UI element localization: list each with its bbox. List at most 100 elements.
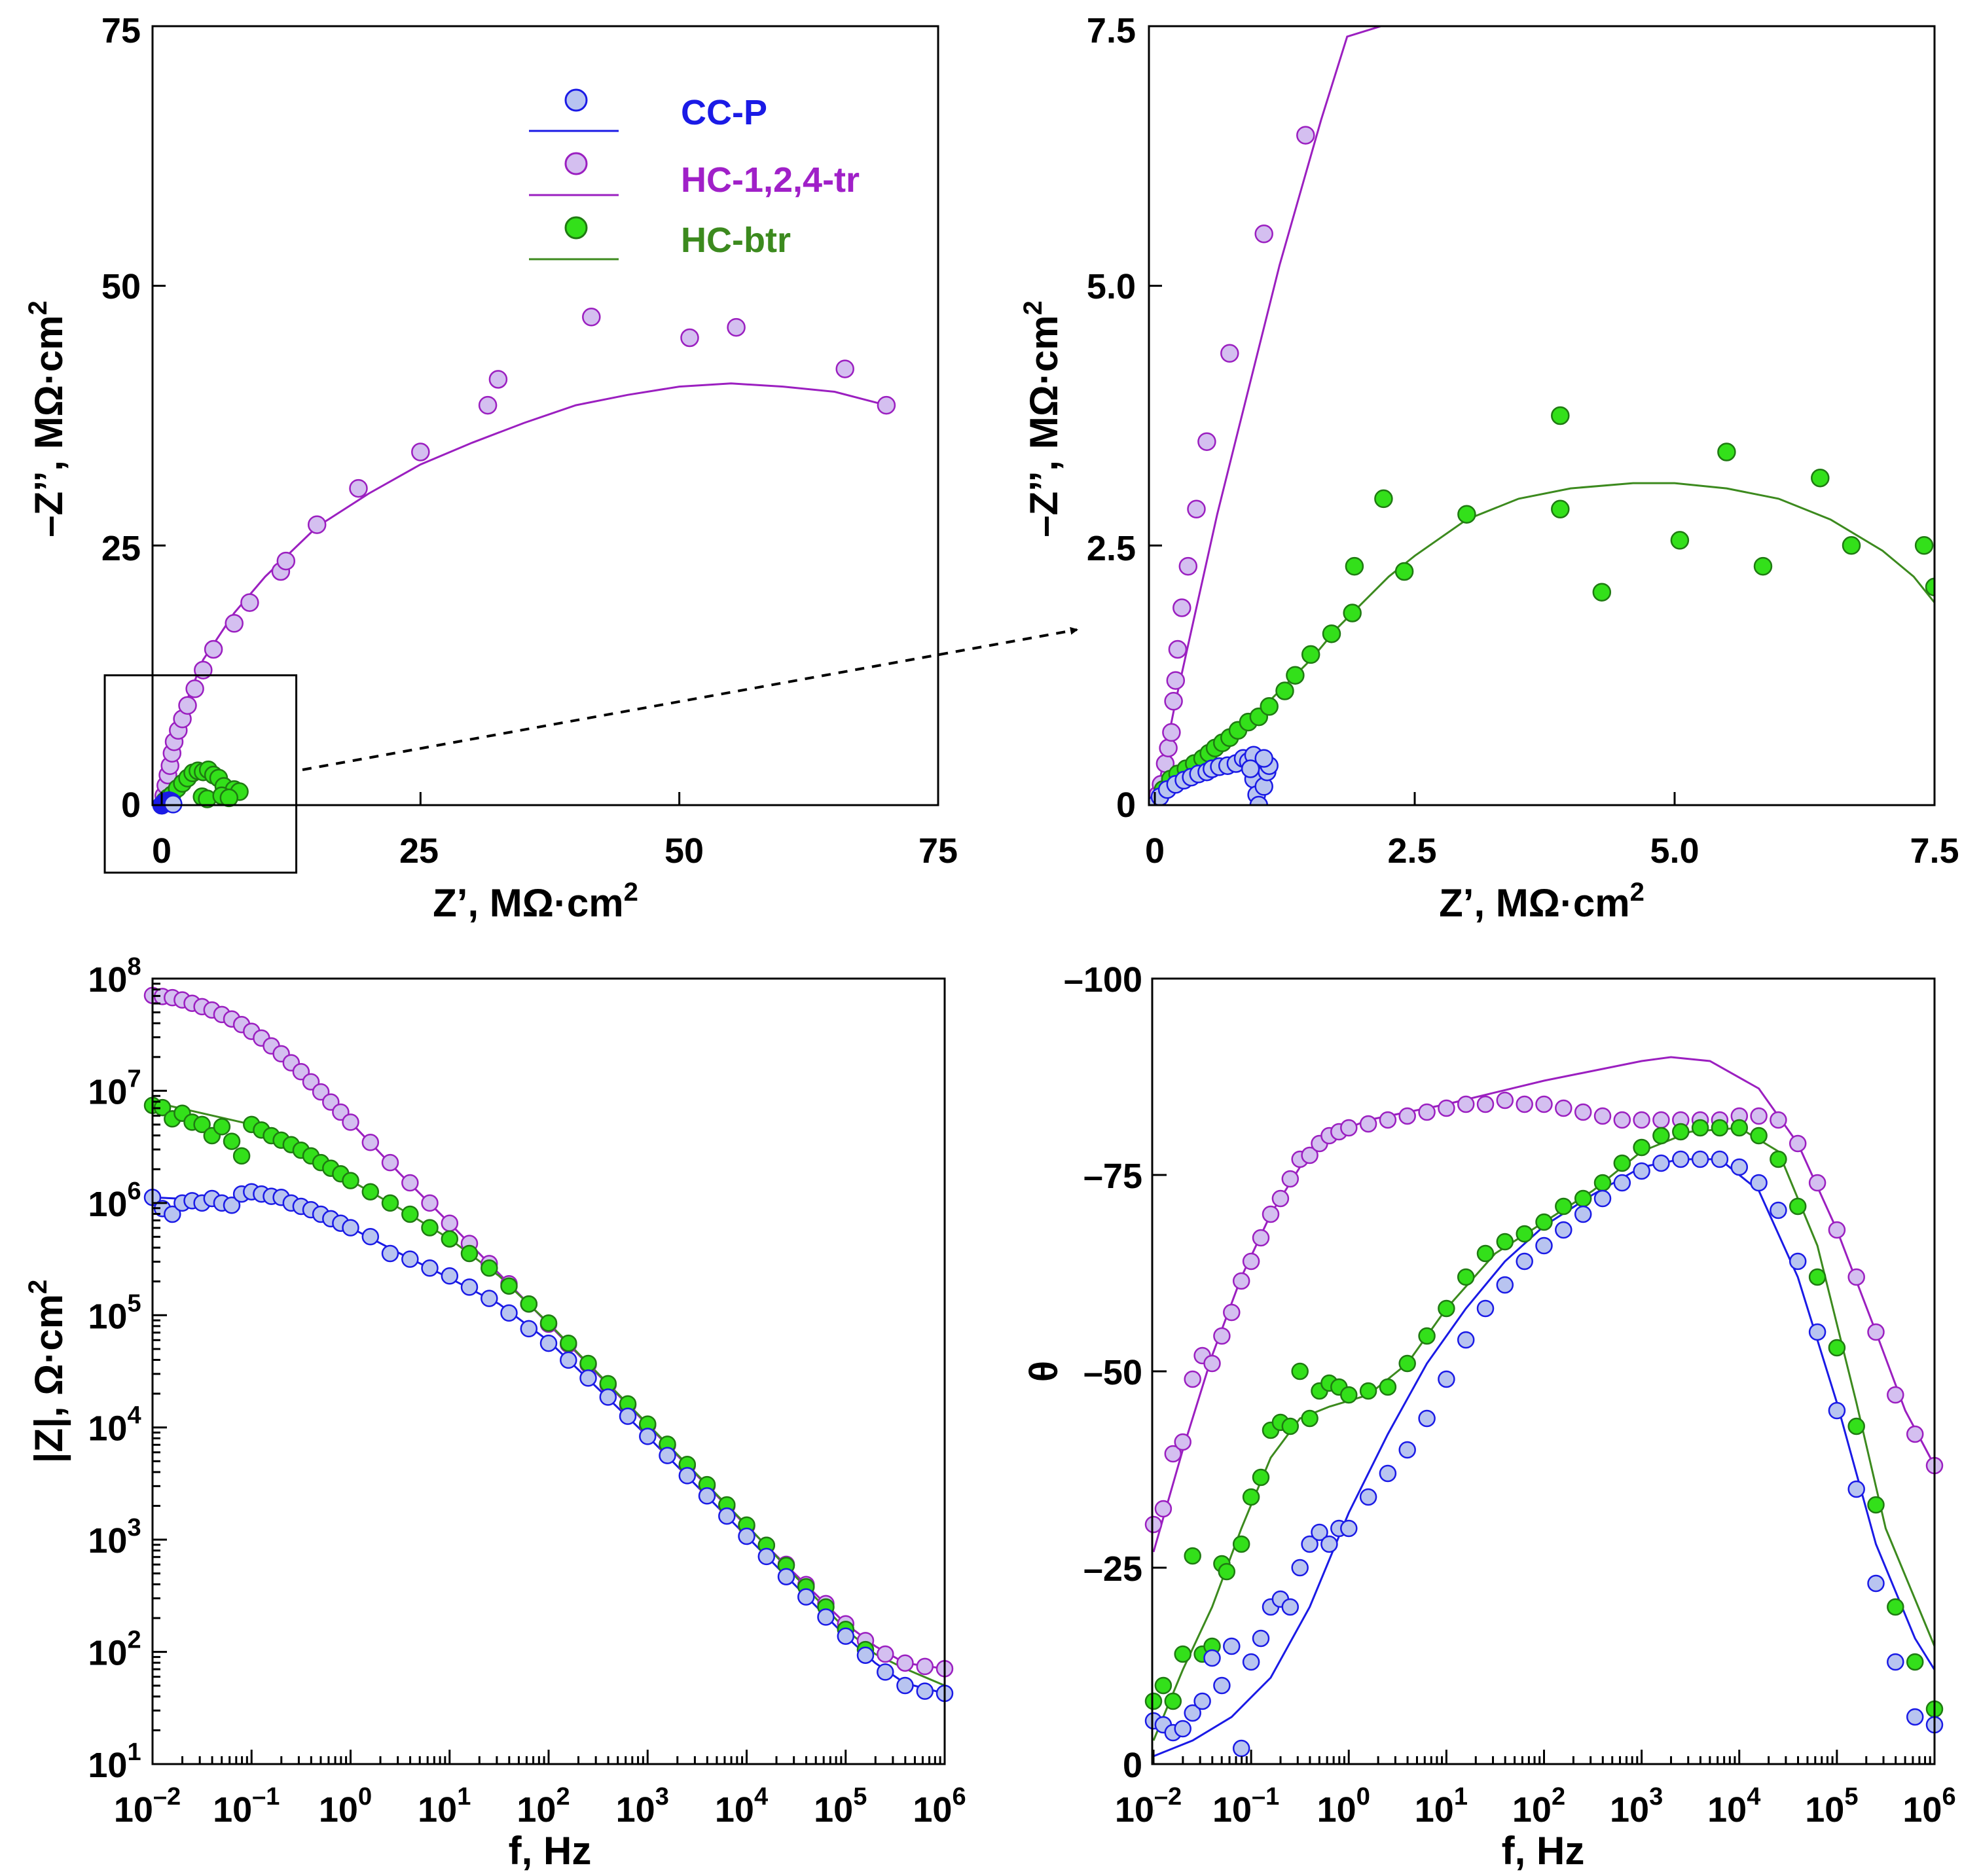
data-point-cc <box>164 795 183 814</box>
data-point-hc124 <box>1887 1386 1904 1404</box>
data-point-btr <box>1847 1417 1865 1435</box>
data-point-btr <box>1811 468 1830 488</box>
data-point-btr <box>1301 1409 1318 1428</box>
nyquist-zoom-xlabel: Z’, MΩ·cm2 <box>1439 878 1645 925</box>
data-point-btr <box>219 788 239 808</box>
data-point-cc <box>1252 1629 1270 1648</box>
nyquist-zoom-xtick-label: 0 <box>1145 831 1165 871</box>
data-point-btr <box>1925 577 1935 597</box>
data-point-cc <box>738 1527 755 1545</box>
data-point-cc <box>1476 1299 1495 1318</box>
data-point-btr <box>1828 1339 1846 1357</box>
data-point-cc <box>381 1244 399 1263</box>
data-point-hc124 <box>1162 723 1181 742</box>
data-point-hc124 <box>1178 556 1198 576</box>
data-point-hc124 <box>1770 1111 1787 1129</box>
data-point-cc <box>460 1278 479 1296</box>
nyquist-full-frame <box>151 25 939 806</box>
data-point-hc124 <box>1808 1174 1827 1192</box>
xtick-label: 103 <box>616 1783 669 1830</box>
data-point-cc <box>678 1467 697 1485</box>
data-point-btr <box>401 1205 419 1223</box>
nyquist-full-xtick-label: 0 <box>152 831 172 871</box>
data-point-hc124 <box>1418 1103 1436 1121</box>
nyquist-zoom-chart: 0 2.5 5.0 7.5 0 2.5 5.0 7.5 Z’, MΩ·cm2 –… <box>1019 11 1959 925</box>
nyquist-zoom-ticks <box>1149 25 1936 806</box>
nyquist-full-xtick-label: 75 <box>918 831 958 871</box>
data-point-cc <box>1691 1150 1709 1168</box>
data-point-btr <box>1906 1653 1924 1671</box>
ytick-label: 107 <box>88 1065 141 1111</box>
fit-line-hc124 <box>160 382 887 806</box>
data-point-hc124 <box>1184 1370 1201 1388</box>
bode-modulus-ytick-labels: 101 102 103 104 105 106 107 108 <box>88 953 141 1785</box>
data-point-hc124 <box>1555 1099 1572 1117</box>
data-point-btr <box>1476 1244 1495 1263</box>
nyquist-full-ytick-label: 25 <box>101 529 141 568</box>
nyquist-full-xtick-label: 50 <box>664 831 704 871</box>
data-point-cc <box>1652 1154 1670 1172</box>
data-point-btr <box>1164 1692 1182 1710</box>
data-point-hc124 <box>727 317 746 337</box>
data-point-btr <box>1753 556 1773 576</box>
data-point-btr <box>1551 406 1570 425</box>
data-point-cc <box>877 1663 894 1681</box>
nyquist-full-ytick-label: 50 <box>101 267 141 306</box>
data-point-btr <box>560 1334 577 1352</box>
data-point-hc124 <box>1262 1205 1280 1223</box>
data-point-hc124 <box>835 359 854 378</box>
data-point-hc124 <box>1220 344 1239 363</box>
bode-phase-data <box>1144 1056 1944 1758</box>
nyquist-full-ytick-label: 75 <box>101 11 141 50</box>
data-point-btr <box>1672 1123 1690 1141</box>
bode-modulus-ticks <box>151 983 941 1765</box>
data-point-hc124 <box>381 1153 399 1172</box>
data-point-btr <box>1438 1299 1455 1318</box>
data-point-btr <box>1242 1488 1260 1506</box>
data-point-hc124 <box>185 679 204 698</box>
data-point-btr <box>1286 666 1305 685</box>
data-point-btr <box>460 1244 479 1263</box>
bode-phase-xlabel: f, Hz <box>1502 1829 1585 1873</box>
nyquist-zoom-xtick-label: 2.5 <box>1387 831 1436 871</box>
data-point-hc124 <box>1750 1107 1768 1125</box>
data-point-cc <box>1398 1441 1416 1459</box>
data-point-btr <box>421 1219 439 1236</box>
data-point-btr <box>1593 1174 1612 1192</box>
data-point-cc <box>599 1388 617 1406</box>
data-point-cc <box>1242 1653 1260 1671</box>
data-point-btr <box>1154 1676 1172 1695</box>
data-point-cc <box>1438 1370 1455 1388</box>
ytick-label: 101 <box>88 1739 141 1785</box>
bode-phase-chart: 10–2 10–1 100 101 102 103 104 105 106 0 –25 –50 … <box>1022 960 1956 1873</box>
data-point-cc <box>1223 1637 1241 1655</box>
xtick-label: 10–2 <box>114 1783 181 1830</box>
data-point-btr <box>1887 1598 1904 1616</box>
data-point-cc <box>421 1259 439 1277</box>
data-point-cc <box>1633 1162 1650 1180</box>
data-point-btr <box>1496 1233 1514 1251</box>
data-point-btr <box>1730 1119 1749 1137</box>
data-point-btr <box>1301 645 1320 664</box>
data-point-hc124 <box>1496 1091 1514 1109</box>
data-point-hc124 <box>896 1654 914 1672</box>
data-point-cc <box>1203 1649 1221 1667</box>
data-point-hc124 <box>1174 1433 1191 1451</box>
zoom-arrow <box>302 626 1078 771</box>
data-point-btr <box>1232 1535 1250 1553</box>
bode-phase-ytick-label: –75 <box>1083 1157 1142 1196</box>
xtick-label: 101 <box>1415 1783 1468 1830</box>
data-point-btr <box>1867 1496 1885 1514</box>
data-point-btr <box>213 1118 231 1136</box>
data-point-hc124 <box>361 1134 380 1151</box>
nyquist-full-xtick-label: 25 <box>399 831 439 871</box>
ytick-label: 103 <box>88 1514 141 1560</box>
bode-phase-ytick-label: –25 <box>1083 1549 1142 1589</box>
data-point-cc <box>1730 1158 1749 1176</box>
data-point-cc <box>1789 1252 1807 1271</box>
data-point-hc124 <box>1867 1323 1885 1341</box>
data-point-hc124 <box>1398 1107 1416 1125</box>
data-point-hc124 <box>1213 1327 1231 1345</box>
fit-line-hc124 <box>1152 1056 1936 1553</box>
data-point-btr <box>1281 1417 1299 1435</box>
